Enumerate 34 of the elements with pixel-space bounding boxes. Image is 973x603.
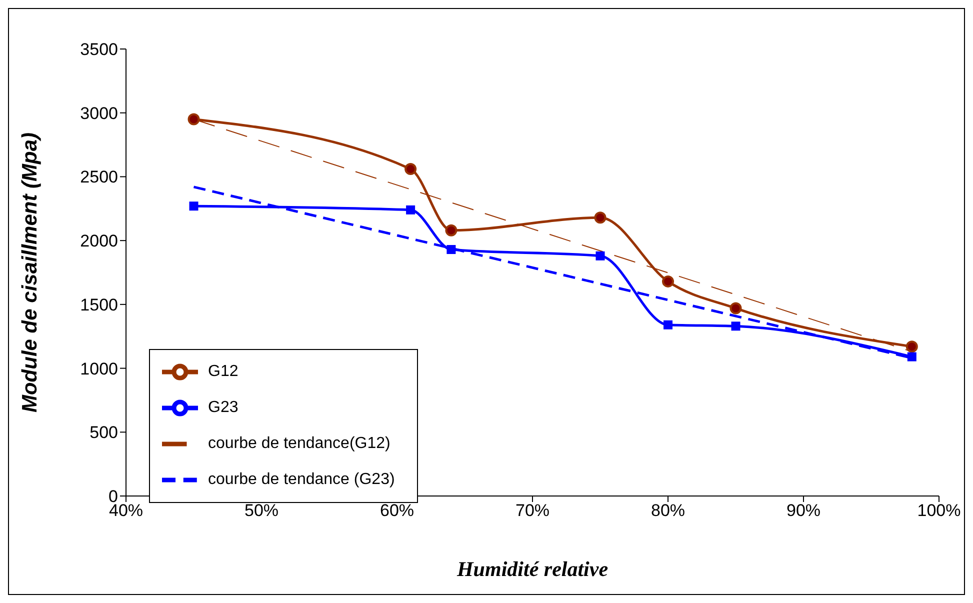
- legend-label: courbe de tendance (G23): [208, 471, 395, 488]
- y-tick-label: 2500: [80, 168, 118, 187]
- x-tick-label: 80%: [650, 501, 686, 520]
- point: [188, 113, 200, 126]
- x-tick-label: 60%: [380, 501, 414, 520]
- point: [906, 340, 918, 353]
- point: [731, 322, 740, 331]
- point: [662, 275, 674, 288]
- y-tick-label: 500: [90, 423, 118, 442]
- y-tick-label: 2000: [80, 232, 118, 251]
- y-tick-label: 3000: [80, 104, 118, 123]
- legend-label: G12: [208, 363, 238, 380]
- y-tick-label: 3500: [80, 40, 118, 60]
- point: [596, 251, 605, 260]
- x-tick-label: 40%: [108, 501, 144, 520]
- point: [730, 302, 742, 314]
- point: [446, 245, 456, 254]
- y-tick-label: 1000: [80, 359, 118, 378]
- point: [406, 205, 416, 214]
- x-axis-title: Humidité relative: [456, 557, 608, 581]
- point: [594, 212, 606, 224]
- x-tick-label: 90%: [786, 501, 821, 520]
- point: [189, 202, 198, 211]
- x-tick-label: 70%: [515, 501, 550, 520]
- y-axis-title: Module de cisaillment (Mpa): [18, 132, 42, 413]
- point: [404, 163, 417, 176]
- x-tick-label: 50%: [244, 501, 279, 520]
- y-tick-label: 1500: [80, 295, 118, 314]
- legend-label: G23: [208, 399, 238, 416]
- point: [907, 352, 916, 362]
- point: [664, 320, 672, 330]
- legend-label: courbe de tendance(G12): [208, 435, 390, 452]
- point: [445, 224, 458, 236]
- x-tick-label: 100%: [917, 501, 961, 520]
